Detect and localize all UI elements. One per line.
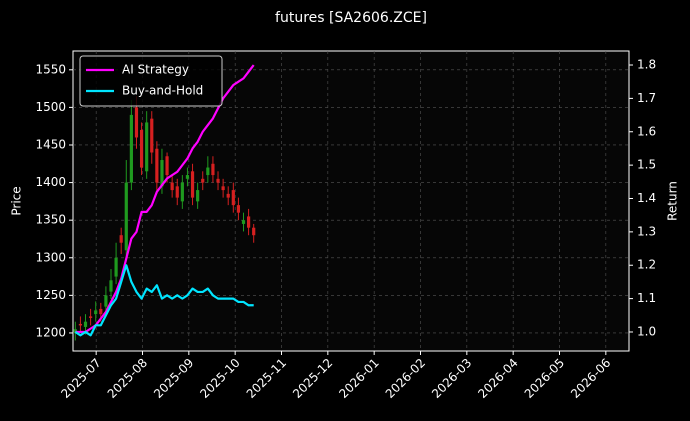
- chart-title: futures [SA2606.ZCE]: [275, 10, 427, 26]
- y2-tick-label: 1.0: [637, 324, 656, 338]
- candle-body: [73, 329, 77, 333]
- line-series: [75, 64, 255, 334]
- candle-body: [206, 167, 210, 176]
- candle-body: [114, 257, 118, 277]
- candle-body: [165, 156, 169, 176]
- y2-tick-label: 1.5: [637, 158, 656, 172]
- candle-body: [247, 216, 251, 228]
- candle-body: [231, 190, 235, 206]
- candle-body: [190, 171, 195, 198]
- y2-tick-label: 1.4: [637, 191, 656, 205]
- candle-body: [94, 310, 98, 315]
- candle-body: [216, 178, 220, 183]
- y-axis-label: Price: [10, 186, 24, 215]
- y2-tick-label: 1.7: [637, 91, 656, 105]
- candle-body: [221, 186, 225, 191]
- candle-body: [124, 182, 128, 251]
- candle-body: [226, 193, 230, 198]
- candle-body: [119, 235, 123, 243]
- candle-body: [170, 182, 174, 191]
- line-series: [74, 264, 254, 337]
- candle-body: [196, 190, 200, 202]
- candle-body: [211, 163, 215, 176]
- candle-body: [252, 227, 256, 236]
- candle-body: [236, 205, 241, 213]
- candle-body: [89, 316, 93, 318]
- candle-body: [185, 175, 190, 179]
- legend-box: [79, 55, 223, 107]
- candle-body: [139, 129, 144, 168]
- candle-body: [83, 321, 88, 327]
- y-tick-label: 1350: [35, 213, 66, 227]
- candle-body: [104, 295, 108, 307]
- y-tick-label: 1500: [35, 100, 66, 114]
- candle-body: [129, 114, 133, 183]
- candle-body: [109, 280, 113, 292]
- y-tick-label: 1200: [35, 325, 66, 339]
- y2-tick-label: 1.1: [637, 291, 656, 305]
- candle-body: [78, 323, 83, 326]
- candle-body: [201, 178, 205, 183]
- y-tick-label: 1400: [35, 175, 66, 189]
- candle-body: [180, 182, 184, 202]
- y-tick-label: 1250: [35, 288, 66, 302]
- y2-axis-label: Return: [666, 181, 680, 221]
- y2-tick-label: 1.6: [637, 124, 656, 138]
- y2-tick-label: 1.2: [637, 258, 656, 272]
- candle-body: [175, 186, 179, 198]
- legend-label: Buy-and-Hold: [122, 84, 203, 98]
- candle-body: [150, 118, 154, 153]
- legend-label: AI Strategy: [122, 63, 189, 77]
- candle-body: [155, 148, 159, 183]
- y2-tick-label: 1.8: [637, 58, 656, 72]
- candle-body: [160, 160, 164, 187]
- candle-body: [241, 220, 246, 224]
- candle-body: [99, 308, 103, 315]
- y-tick-label: 1550: [35, 62, 66, 76]
- candle-body: [134, 107, 139, 138]
- candle-body: [145, 122, 149, 172]
- y-tick-label: 1300: [35, 250, 66, 264]
- y2-tick-label: 1.3: [637, 224, 656, 238]
- y-tick-label: 1450: [35, 137, 66, 151]
